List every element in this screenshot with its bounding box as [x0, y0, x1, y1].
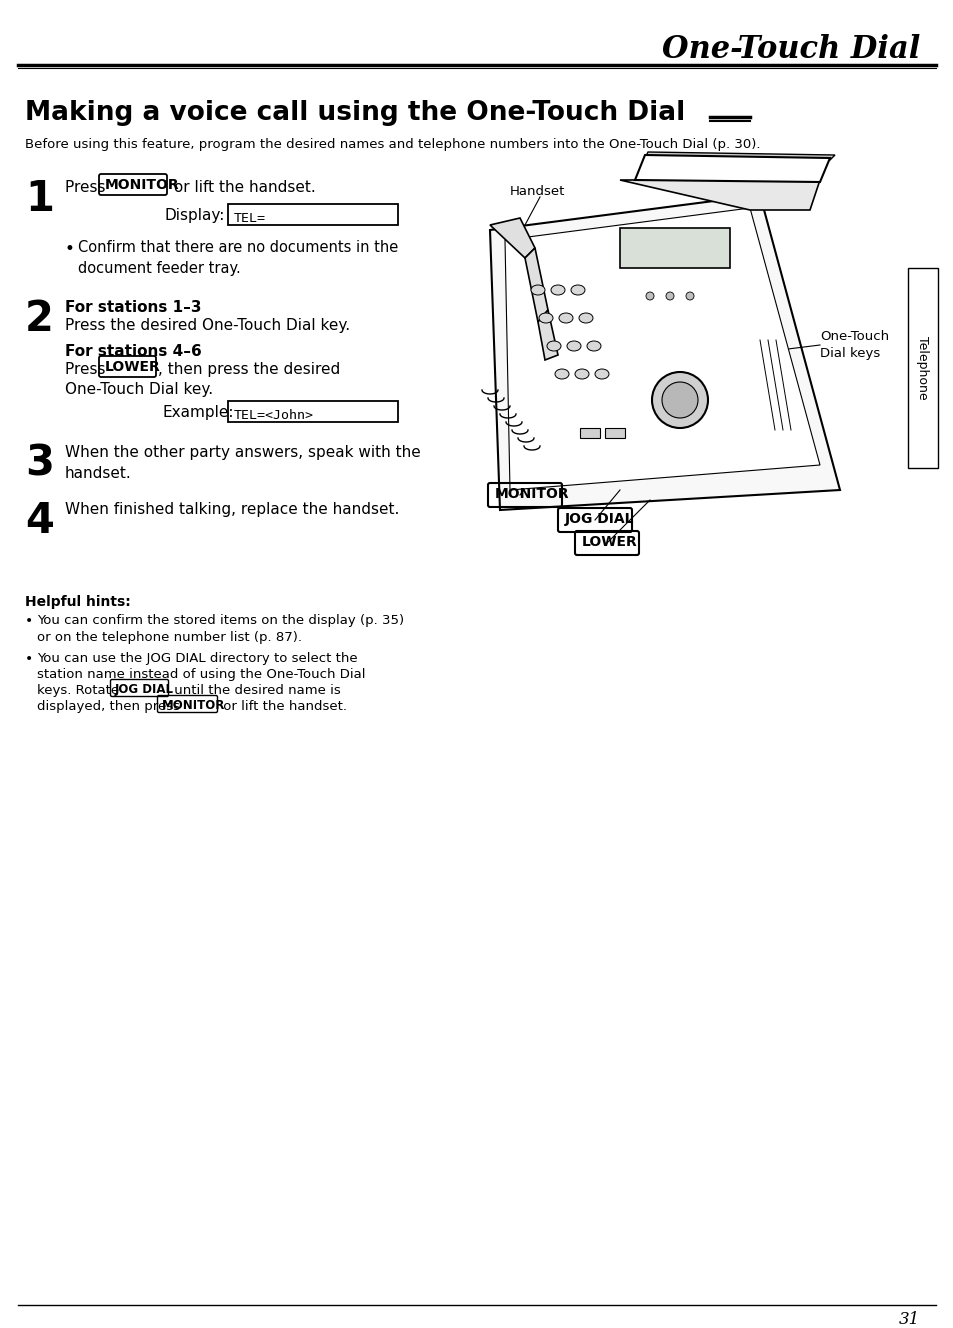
Text: Helpful hints:: Helpful hints: [25, 595, 131, 610]
Text: , then press the desired: , then press the desired [158, 363, 340, 377]
Ellipse shape [575, 369, 588, 378]
Bar [619, 228, 729, 268]
Circle shape [661, 382, 698, 418]
Ellipse shape [578, 313, 593, 323]
Ellipse shape [555, 369, 568, 378]
Text: Display:: Display: [165, 208, 225, 223]
Ellipse shape [531, 286, 544, 295]
Text: One-Touch
Dial keys: One-Touch Dial keys [820, 329, 888, 360]
Bar [228, 205, 397, 224]
Text: Press the desired One-Touch Dial key.: Press the desired One-Touch Dial key. [65, 317, 350, 333]
Text: LOWER: LOWER [105, 360, 161, 374]
Text: You can use the JOG DIAL directory to select the: You can use the JOG DIAL directory to se… [37, 652, 357, 665]
Text: TEL=: TEL= [233, 212, 266, 224]
Polygon shape [619, 181, 820, 210]
Text: MONITOR: MONITOR [162, 699, 225, 712]
Text: Telephone: Telephone [916, 336, 928, 400]
Circle shape [685, 292, 693, 300]
Polygon shape [504, 208, 820, 490]
Polygon shape [537, 309, 558, 360]
Text: Press: Press [65, 363, 111, 377]
Bar [579, 428, 599, 438]
Text: You can confirm the stored items on the display (p. 35)
or on the telephone numb: You can confirm the stored items on the … [37, 614, 404, 644]
Text: Confirm that there are no documents in the
document feeder tray.: Confirm that there are no documents in t… [78, 240, 397, 276]
Text: One-Touch Dial: One-Touch Dial [661, 35, 919, 65]
Text: JOG DIAL: JOG DIAL [564, 513, 634, 526]
Text: JOG DIAL: JOG DIAL [115, 683, 173, 696]
Ellipse shape [558, 313, 573, 323]
Text: 3: 3 [25, 444, 54, 485]
Text: Before using this feature, program the desired names and telephone numbers into : Before using this feature, program the d… [25, 138, 760, 151]
Text: 31: 31 [898, 1312, 919, 1328]
Text: Press: Press [65, 181, 111, 195]
Text: When the other party answers, speak with the
handset.: When the other party answers, speak with… [65, 445, 420, 481]
Text: station name instead of using the One-Touch Dial: station name instead of using the One-To… [37, 668, 365, 681]
Text: Handset: Handset [510, 185, 565, 198]
Text: LOWER: LOWER [581, 535, 638, 548]
Text: or lift the handset.: or lift the handset. [219, 700, 347, 713]
Polygon shape [490, 195, 840, 510]
Text: Example:: Example: [163, 405, 234, 420]
Text: 1: 1 [25, 178, 54, 220]
Ellipse shape [566, 341, 580, 351]
Ellipse shape [586, 341, 600, 351]
Text: For stations 4–6: For stations 4–6 [65, 344, 201, 359]
Polygon shape [635, 155, 829, 182]
Ellipse shape [595, 369, 608, 378]
Text: MONITOR: MONITOR [105, 178, 179, 193]
Text: MONITOR: MONITOR [495, 487, 569, 501]
Text: keys. Rotate: keys. Rotate [37, 684, 123, 697]
Text: until the desired name is: until the desired name is [170, 684, 340, 697]
Polygon shape [490, 218, 535, 258]
Text: When finished talking, replace the handset.: When finished talking, replace the hands… [65, 502, 399, 517]
Ellipse shape [551, 286, 564, 295]
Text: •: • [25, 652, 33, 667]
Bar [907, 268, 937, 467]
Bar [604, 428, 624, 438]
Text: 4: 4 [25, 501, 53, 542]
Text: •: • [25, 614, 33, 628]
Text: •: • [65, 240, 74, 258]
Polygon shape [524, 248, 547, 321]
Text: Making a voice call using the One-Touch Dial: Making a voice call using the One-Touch … [25, 100, 684, 126]
Ellipse shape [538, 313, 553, 323]
Polygon shape [644, 151, 834, 159]
Text: 2: 2 [25, 297, 53, 340]
Text: or lift the handset.: or lift the handset. [169, 181, 315, 195]
Text: One-Touch Dial key.: One-Touch Dial key. [65, 382, 213, 397]
Text: displayed, then press: displayed, then press [37, 700, 184, 713]
Ellipse shape [546, 341, 560, 351]
Text: For stations 1–3: For stations 1–3 [65, 300, 201, 315]
Circle shape [651, 372, 707, 428]
Text: TEL=<John>: TEL=<John> [233, 409, 314, 422]
Circle shape [645, 292, 654, 300]
Circle shape [665, 292, 673, 300]
Bar [228, 401, 397, 422]
Ellipse shape [571, 286, 584, 295]
